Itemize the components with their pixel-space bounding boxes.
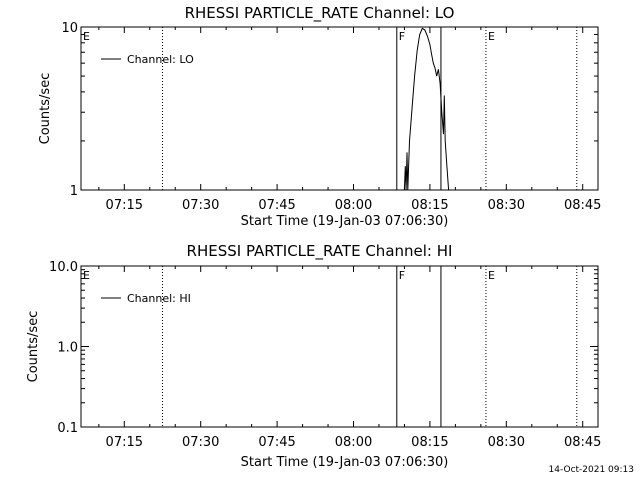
legend-label: Channel: HI: [127, 292, 191, 305]
y-tick-label: 1: [70, 184, 78, 199]
x-tick-label: 07:30: [182, 435, 219, 450]
x-tick-label: 08:15: [411, 435, 448, 450]
x-tick-label: 07:15: [106, 198, 143, 213]
event-marker-label: E: [488, 269, 495, 282]
event-marker-label: E: [83, 269, 90, 282]
x-tick-label: 08:00: [335, 435, 372, 450]
y-tick-label: 0.1: [57, 421, 78, 436]
x-axis-label: Start Time (19-Jan-03 07:06:30): [241, 455, 449, 470]
x-tick-label: 07:15: [106, 435, 143, 450]
x-tick-label: 07:30: [182, 198, 219, 213]
chart-title: RHESSI PARTICLE_RATE Channel: HI: [187, 242, 453, 261]
x-tick-label: 08:45: [564, 435, 601, 450]
x-tick-label: 07:45: [258, 198, 295, 213]
x-tick-label: 08:15: [411, 198, 448, 213]
plot-frame: [80, 265, 599, 428]
plot-frame: [80, 26, 599, 191]
x-axis-label: Start Time (19-Jan-03 07:06:30): [241, 214, 449, 229]
timestamp: 14-Oct-2021 09:13: [548, 465, 634, 475]
y-tick-label: 10.0: [49, 260, 78, 275]
legend-label: Channel: LO: [127, 53, 194, 66]
x-tick-label: 08:30: [488, 198, 525, 213]
x-tick-label: 08:30: [488, 435, 525, 450]
x-tick-label: 08:00: [335, 198, 372, 213]
series-line: [403, 27, 450, 191]
event-marker-label: E: [488, 30, 495, 43]
y-axis-label: Counts/sec: [38, 73, 53, 145]
y-tick-label: 10: [61, 21, 78, 36]
chart-title: RHESSI PARTICLE_RATE Channel: LO: [185, 4, 455, 23]
event-marker-label: F: [399, 269, 405, 282]
event-marker-label: E: [83, 30, 90, 43]
y-axis-label: Counts/sec: [26, 311, 41, 383]
event-marker-label: F: [399, 30, 405, 43]
x-tick-label: 08:45: [564, 198, 601, 213]
y-tick-label: 1.0: [57, 341, 78, 356]
x-tick-label: 07:45: [258, 435, 295, 450]
